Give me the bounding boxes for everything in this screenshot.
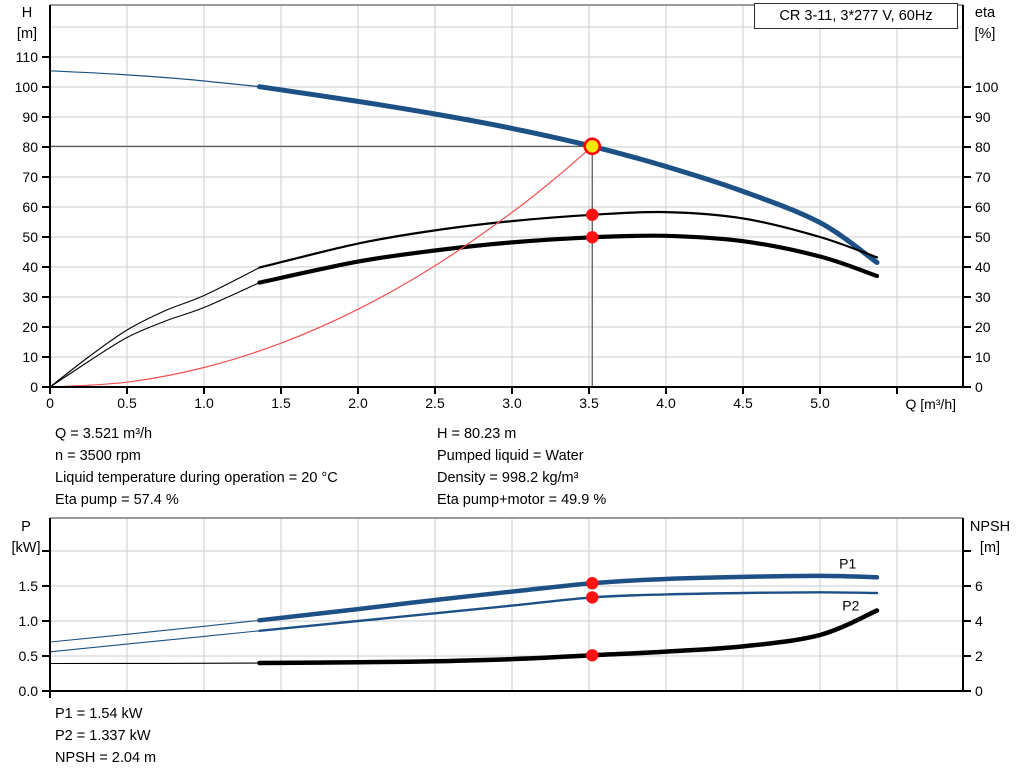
eta-pump-duty-dot bbox=[586, 208, 599, 221]
power-annotations: P1 = 1.54 kW P2 = 1.337 kW NPSH = 2.04 m bbox=[55, 703, 156, 769]
right-axis-tick-label: 30 bbox=[975, 289, 991, 305]
annotation-flow: Q = 3.521 m³/h bbox=[55, 426, 153, 442]
x-axis-tick-label: 1.0 bbox=[194, 395, 214, 411]
head-curve[interactable] bbox=[256, 84, 880, 265]
pump-model-box: CR 3-11, 3*277 V, 60Hz bbox=[754, 3, 958, 29]
left-axis-tick-label: 0.0 bbox=[19, 683, 39, 699]
h-axis-title: H [m] bbox=[6, 3, 48, 45]
npsh-curve[interactable] bbox=[257, 608, 880, 666]
left-axis-tick-label: 1.5 bbox=[19, 578, 39, 594]
x-axis-tick-label: 0.5 bbox=[117, 395, 137, 411]
duty-annotations-right: H = 80.23 m Pumped liquid = Water Densit… bbox=[437, 423, 606, 511]
x-axis-tick-label: 3.5 bbox=[579, 395, 599, 411]
eta-pump-motor-curve[interactable] bbox=[257, 233, 880, 285]
left-axis-tick-label: 110 bbox=[16, 49, 39, 65]
duty-point[interactable] bbox=[583, 137, 602, 156]
right-axis-tick-label: 40 bbox=[975, 259, 991, 275]
right-axis-tick-label: 6 bbox=[975, 578, 983, 594]
left-axis-tick-label: 70 bbox=[22, 169, 38, 185]
left-axis-tick-label: 50 bbox=[22, 229, 38, 245]
annotation-pumped-liquid: Pumped liquid = Water bbox=[437, 448, 584, 464]
left-axis-tick-label: 100 bbox=[15, 79, 39, 95]
p2-curve-label: P2 bbox=[842, 598, 859, 614]
annotation-eta-pump-motor: Eta pump+motor = 49.9 % bbox=[437, 492, 607, 508]
x-axis-tick-label: 3.0 bbox=[502, 395, 522, 411]
p-axis-unit: [kW] bbox=[11, 540, 41, 556]
x-axis-tick-label: 5.0 bbox=[810, 395, 830, 411]
x-axis-tick-label: 4.0 bbox=[656, 395, 676, 411]
right-axis-tick-label: 100 bbox=[975, 79, 999, 95]
p1-curve[interactable] bbox=[257, 573, 880, 623]
annotation-eta-pump: Eta pump = 57.4 % bbox=[55, 492, 179, 508]
left-axis-tick-label: 0.5 bbox=[19, 648, 39, 664]
right-axis-tick-label: 90 bbox=[975, 109, 991, 125]
eta-axis-unit: [%] bbox=[974, 26, 996, 42]
p1-curve-label: P1 bbox=[839, 556, 856, 572]
x-axis-tick-label: 2.5 bbox=[425, 395, 445, 411]
right-axis-tick-label: 20 bbox=[975, 319, 991, 335]
annotation-p2: P2 = 1.337 kW bbox=[55, 728, 151, 744]
p1-curve-lead bbox=[49, 619, 260, 643]
right-axis-tick-label: 60 bbox=[975, 199, 991, 215]
duty-annotations-left: Q = 3.521 m³/h n = 3500 rpm Liquid tempe… bbox=[55, 423, 338, 511]
npsh-axis-unit: [m] bbox=[979, 540, 1001, 556]
right-axis-tick-label: 10 bbox=[975, 349, 991, 365]
p1-duty-dot bbox=[586, 577, 599, 590]
eta-pump-lead bbox=[49, 267, 260, 388]
p-axis-title: P [kW] bbox=[5, 517, 47, 559]
right-axis-tick-label: 80 bbox=[975, 139, 991, 155]
npsh-duty-dot bbox=[586, 649, 599, 662]
right-axis-tick-label: 50 bbox=[975, 229, 991, 245]
npsh-axis-title: NPSH [m] bbox=[962, 517, 1018, 559]
h-axis-symbol: H bbox=[21, 5, 33, 21]
x-axis-tick-label: 1.5 bbox=[271, 395, 291, 411]
annotation-density: Density = 998.2 kg/m³ bbox=[437, 470, 579, 486]
annotation-p1: P1 = 1.54 kW bbox=[55, 706, 143, 722]
right-axis-tick-label: 4 bbox=[975, 613, 983, 629]
h-axis-unit: [m] bbox=[16, 26, 38, 42]
eta-pump-motor-lead bbox=[49, 282, 260, 388]
q-axis-title: Q [m³/h] bbox=[905, 396, 956, 412]
right-axis-tick-label: 70 bbox=[975, 169, 991, 185]
left-axis-tick-label: 30 bbox=[22, 289, 38, 305]
eta-axis-title: eta [%] bbox=[962, 3, 1008, 45]
x-axis-tick-label: 2.0 bbox=[348, 395, 368, 411]
x-axis-tick-label: 0 bbox=[46, 395, 54, 411]
left-axis-tick-label: 40 bbox=[22, 259, 38, 275]
p2-curve-lead bbox=[49, 630, 260, 653]
system-curve bbox=[49, 145, 593, 388]
x-axis-tick-label: 4.5 bbox=[733, 395, 753, 411]
left-axis-tick-label: 10 bbox=[22, 349, 38, 365]
annotation-head: H = 80.23 m bbox=[437, 426, 517, 442]
npsh-curve-lead bbox=[49, 662, 260, 665]
annotation-speed: n = 3500 rpm bbox=[55, 448, 141, 464]
head-curve-lead bbox=[49, 70, 260, 88]
left-axis-tick-label: 0 bbox=[30, 379, 38, 395]
left-axis-tick-label: 60 bbox=[22, 199, 38, 215]
p2-duty-dot bbox=[586, 591, 599, 604]
p-axis-symbol: P bbox=[21, 519, 31, 535]
eta-pump-motor-duty-dot bbox=[586, 231, 599, 244]
annotation-npsh: NPSH = 2.04 m bbox=[55, 750, 157, 766]
npsh-axis-symbol: NPSH bbox=[969, 519, 1011, 535]
left-axis-tick-label: 20 bbox=[22, 319, 38, 335]
right-axis-tick-label: 0 bbox=[975, 379, 983, 395]
right-axis-tick-label: 2 bbox=[975, 648, 983, 664]
annotation-liquid-temp: Liquid temperature during operation = 20… bbox=[55, 470, 338, 486]
left-axis-tick-label: 1.0 bbox=[19, 613, 39, 629]
left-axis-tick-label: 80 bbox=[22, 139, 38, 155]
right-axis-tick-label: 0 bbox=[975, 683, 983, 699]
eta-axis-symbol: eta bbox=[974, 5, 996, 21]
left-axis-tick-label: 90 bbox=[22, 109, 38, 125]
